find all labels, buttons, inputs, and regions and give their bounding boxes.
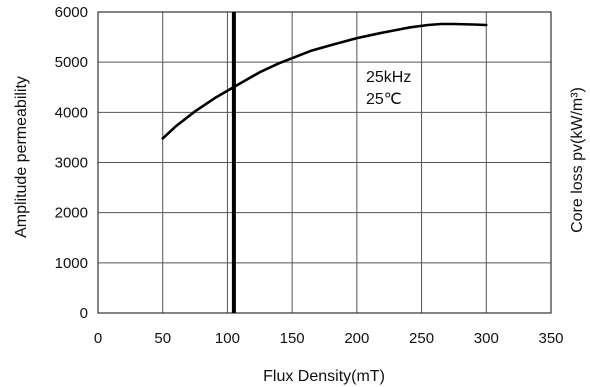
- series-line: [161, 22, 488, 140]
- y-tick-label: 1000: [55, 255, 88, 272]
- y-tick-label: 4000: [55, 104, 88, 121]
- plot-frame: [97, 11, 552, 314]
- y-axis-title: Amplitude permeability: [13, 76, 30, 238]
- x-tick-label: 350: [538, 330, 563, 347]
- y-tick-label: 3000: [55, 155, 88, 172]
- x-tick-label: 250: [409, 330, 434, 347]
- y2-axis-title: Core loss pv(kW/m³): [569, 87, 586, 233]
- x-tick-label: 100: [215, 330, 240, 347]
- y-tick-label: 0: [80, 305, 88, 322]
- y-tick-label: 2000: [55, 205, 88, 222]
- y-tick-label: 5000: [55, 54, 88, 71]
- annotation-temperature: 25℃: [366, 91, 402, 108]
- x-tick-label: 150: [280, 330, 305, 347]
- x-axis-title: Flux Density(mT): [263, 368, 385, 385]
- x-tick-label: 50: [154, 330, 171, 347]
- annotation-frequency: 25kHz: [366, 69, 411, 86]
- y-tick-label: 6000: [55, 4, 88, 21]
- x-tick-label: 300: [474, 330, 499, 347]
- x-tick-label: 0: [94, 330, 102, 347]
- x-tick-label: 200: [344, 330, 369, 347]
